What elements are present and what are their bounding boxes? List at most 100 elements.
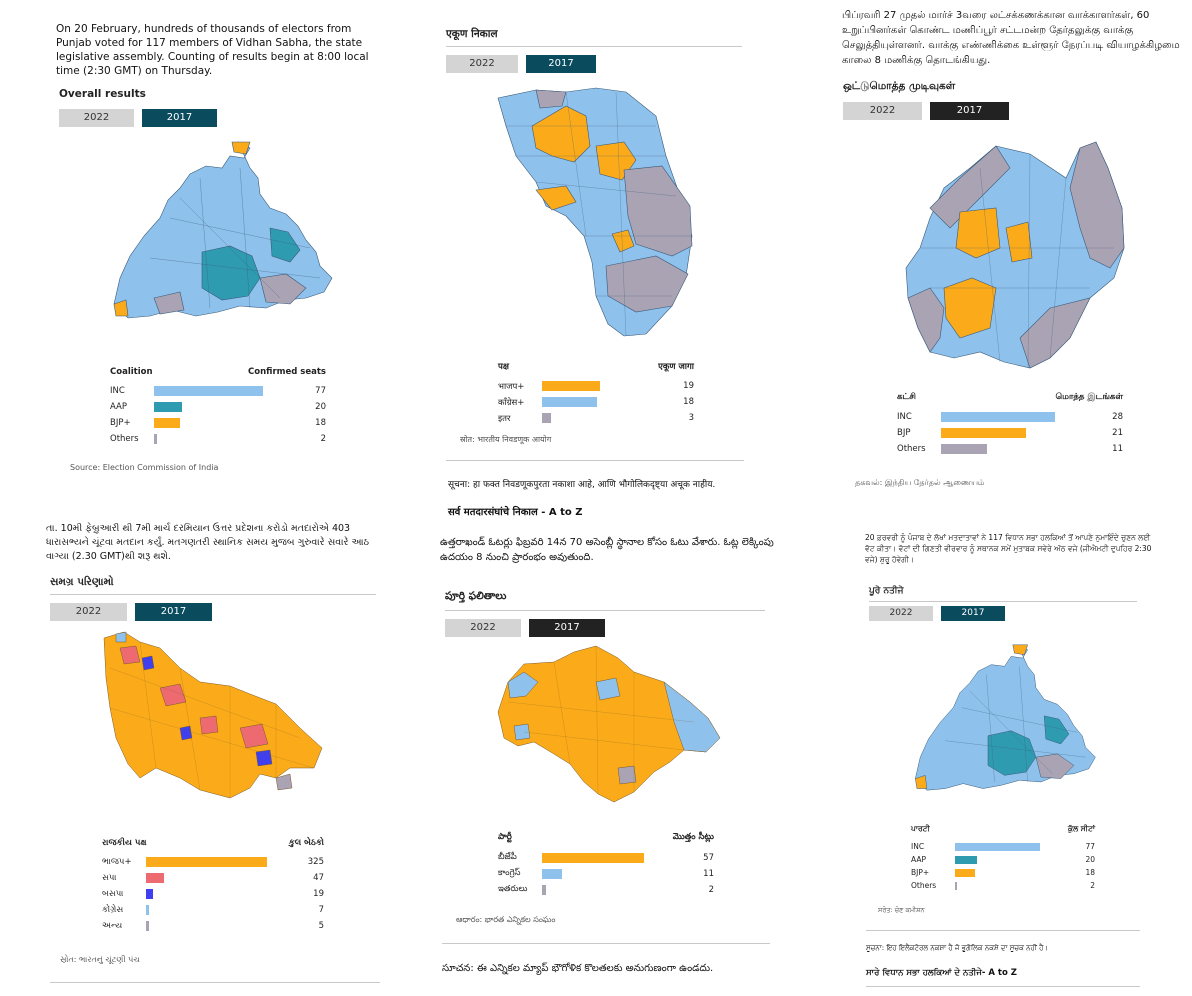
seat-bar [955, 855, 977, 864]
intro-text: 20 ਫ਼ਰਵਰੀ ਨੂੰ ਪੰਜਾਬ ਦੇ ਲੱਖਾਂ ਮਤਦਾਤਾਵਾਂ ਨ… [865, 533, 1152, 564]
seat-bar [941, 428, 1027, 438]
panel-punjab-en: On 20 February, hundreds of thousands of… [56, 22, 376, 78]
result-row: બસપા 19 [102, 886, 324, 902]
map-region-bjp [231, 141, 251, 155]
section-title: સમગ્ર પરિણામો [50, 576, 376, 595]
result-row: काँग्रेस+ 18 [498, 394, 694, 410]
tab-2022[interactable]: 2022 [59, 109, 134, 127]
map-region-aap [987, 730, 1037, 776]
map-region-other [1069, 141, 1125, 269]
party-label: भाजप+ [498, 381, 525, 392]
divider [50, 982, 380, 983]
results-table: పార్టీ మొత్తం సీట్లు బీజేపీ 57 కాంగ్రెస్ 11 ఇ… [498, 832, 714, 898]
party-label: BJP [897, 428, 911, 438]
punjab-map [113, 141, 333, 319]
map-region-bsp [141, 655, 155, 671]
tab-2017[interactable]: 2017 [135, 603, 212, 621]
map-region-bsp-2 [255, 749, 273, 767]
map-region-other [623, 165, 693, 257]
map-region-bjp-2 [915, 775, 928, 789]
seat-bar [146, 905, 149, 915]
col-header-party: पक्ष [498, 362, 509, 372]
map-region-bjp [955, 207, 1001, 259]
map-region-bjp-2 [113, 299, 129, 317]
seat-count: 18 [1085, 868, 1095, 877]
seat-count: 11 [703, 869, 714, 879]
tab-2022[interactable]: 2022 [843, 102, 922, 120]
seat-count: 19 [683, 381, 694, 391]
result-row: AAP 20 [911, 853, 1095, 866]
seat-bar [542, 853, 645, 863]
party-label: Others [897, 444, 926, 454]
seat-bar [542, 397, 597, 407]
result-row: AAP 20 [110, 399, 326, 415]
col-header-party: ਪਾਰਟੀ [911, 824, 930, 833]
map-region-inc-4 [595, 677, 621, 701]
tab-2017[interactable]: 2017 [142, 109, 217, 127]
constituency-link[interactable]: सर्व मतदारसंघांचे निकाल - A to Z [448, 507, 583, 518]
tab-2017[interactable]: 2017 [941, 606, 1005, 621]
result-row: Others 11 [897, 441, 1123, 457]
map-region-sp [119, 645, 141, 665]
party-label: Others [110, 434, 139, 444]
tab-2022[interactable]: 2022 [445, 619, 521, 637]
seat-bar [955, 842, 1040, 851]
seat-count: 5 [318, 921, 324, 931]
tab-2022[interactable]: 2022 [446, 55, 518, 73]
seat-bar [542, 413, 552, 423]
tab-2017[interactable]: 2017 [930, 102, 1009, 120]
tab-2022[interactable]: 2022 [869, 606, 933, 621]
seat-count: 2 [320, 434, 326, 444]
map-region-inc [113, 141, 333, 319]
divider [866, 986, 1140, 987]
section-title: एकूण निकाल [446, 27, 742, 47]
result-row: బీజేపీ 57 [498, 850, 714, 866]
tab-2022[interactable]: 2022 [50, 603, 127, 621]
up-map [103, 631, 323, 799]
map-region-inc-2 [507, 671, 539, 699]
result-row: Others 2 [110, 431, 326, 447]
manipur-map [905, 141, 1125, 369]
party-label: INC [110, 386, 125, 396]
results-header: పూర్తి ఫలితాలు 2022 2017 [445, 590, 765, 637]
section-title: Overall results [59, 88, 146, 100]
party-label: INC [897, 412, 912, 422]
party-label: અન્ય [102, 921, 123, 931]
map-region-bjp-3 [1005, 221, 1033, 263]
seat-bar [154, 402, 183, 412]
result-row: BJP+ 18 [110, 415, 326, 431]
map-region-inc [663, 681, 721, 753]
seat-bar [542, 869, 562, 879]
seat-count: 2 [1090, 881, 1095, 890]
result-row: BJP 21 [897, 425, 1123, 441]
divider [866, 930, 1140, 931]
tab-2017[interactable]: 2017 [526, 55, 596, 73]
col-header-seats: Confirmed seats [248, 367, 326, 377]
result-row: भाजप+ 19 [498, 378, 694, 394]
party-label: Others [911, 881, 937, 890]
goa-map [497, 87, 693, 337]
constituency-link[interactable]: ਸਾਰੇ ਵਿਧਾਨ ਸਭਾ ਹਲਕਿਆਂ ਦੇ ਨਤੀਜੇ- A to Z [866, 968, 1017, 978]
panel-up-gu: તા. 10મી ફેબ્રુઆરી થી 7મી માર્ચ દરમિયાન … [46, 522, 376, 564]
map-region-inc [915, 644, 1096, 791]
map-region-inc [115, 631, 127, 643]
panel-manipur-ta: பிப்ரவரி 27 முதல் மார்ச் 3வரை லட்சக்கணக்… [842, 8, 1182, 68]
uttarakhand-map [497, 645, 721, 803]
map-region-bsp-3 [179, 725, 193, 741]
source-text: ਸਰੋਤ: ਚੋਣ ਕਮੀਸ਼ਨ [878, 906, 925, 914]
section-title: పూర్తి ఫలితాలు [445, 590, 765, 611]
seat-bar [955, 881, 958, 890]
col-header-seats: કુલ બેઠકો [288, 838, 324, 848]
seat-count: 57 [703, 853, 714, 863]
seat-count: 28 [1112, 412, 1123, 422]
seat-bar [146, 873, 164, 883]
seat-count: 11 [1112, 444, 1123, 454]
result-row: INC 77 [911, 840, 1095, 853]
party-label: ఇతరులు [498, 884, 528, 894]
result-row: కాంగ్రెస్ 11 [498, 866, 714, 882]
map-region-aap [201, 245, 261, 301]
intro-text: ఉత్తరాఖండ్ ఓటర్లు ఫిబ్రవరి 14న 70 అసెంబ్… [440, 537, 774, 563]
tab-2017[interactable]: 2017 [529, 619, 605, 637]
result-row: અન્ય 5 [102, 918, 324, 934]
seat-bar [146, 857, 268, 867]
